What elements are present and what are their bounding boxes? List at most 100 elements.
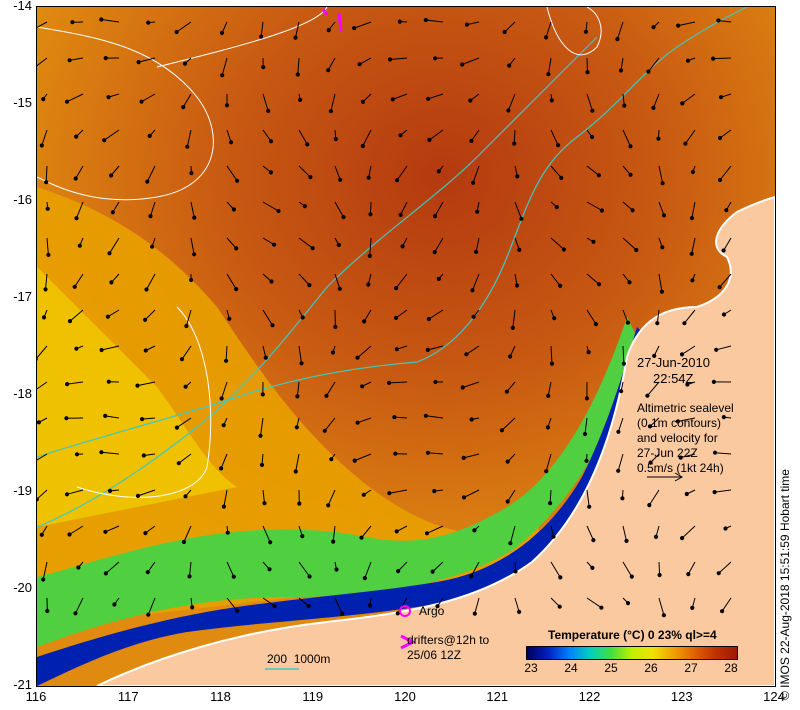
velocity-arrow xyxy=(389,381,408,384)
velocity-arrow xyxy=(425,415,444,419)
drifters-label-2: 25/06 12Z xyxy=(407,648,462,662)
velocity-arrow-head xyxy=(620,496,625,501)
velocity-arrow-head xyxy=(552,316,557,321)
velocity-arrow-head xyxy=(107,488,113,493)
velocity-arrow-head xyxy=(234,287,239,292)
velocity-arrow xyxy=(262,489,265,504)
velocity-arrow-head xyxy=(307,574,312,579)
velocity-arrow-head xyxy=(99,450,104,455)
lat-tick-label: -19 xyxy=(13,483,32,498)
velocity-arrow xyxy=(466,345,480,355)
velocity-arrow xyxy=(327,57,336,71)
velocity-arrow xyxy=(584,417,588,435)
velocity-arrow xyxy=(109,237,120,254)
velocity-arrow-head xyxy=(656,136,661,141)
velocity-arrow-head xyxy=(268,540,273,545)
velocity-arrow-head xyxy=(355,355,360,360)
velocity-arrow-head xyxy=(107,251,112,256)
velocity-arrow-head xyxy=(557,604,562,609)
lat-tick-label: -16 xyxy=(13,192,32,207)
velocity-arrow xyxy=(42,561,48,580)
velocity-arrow-head xyxy=(514,283,520,288)
velocity-arrow-head xyxy=(102,138,107,143)
velocity-arrow xyxy=(37,489,48,500)
velocity-arrow xyxy=(361,525,372,539)
velocity-arrow xyxy=(223,489,228,507)
velocity-arrow-head xyxy=(689,251,694,256)
altimetry-line-5: 0.5m/s (1kt 24h) xyxy=(637,461,724,475)
lon-tick-label: 121 xyxy=(486,689,509,704)
velocity-arrow xyxy=(550,345,553,364)
velocity-arrow xyxy=(101,19,120,23)
velocity-arrow-head xyxy=(393,451,398,456)
velocity-arrow-head xyxy=(135,493,141,498)
velocity-arrow xyxy=(37,345,48,359)
velocity-arrow xyxy=(426,525,444,534)
velocity-arrow-head xyxy=(367,253,372,258)
velocity-arrow-head xyxy=(625,601,631,606)
velocity-arrow-head xyxy=(106,95,111,100)
velocity-arrow-head xyxy=(395,611,400,616)
velocity-arrow-head xyxy=(468,98,473,103)
velocity-arrow-head xyxy=(545,425,550,430)
velocity-arrow xyxy=(332,525,336,542)
velocity-arrow xyxy=(37,453,48,461)
velocity-arrow xyxy=(586,165,600,176)
velocity-arrow-head xyxy=(64,492,70,497)
velocity-arrow-head xyxy=(306,604,311,609)
velocity-arrow-head xyxy=(387,380,392,385)
velocity-arrow xyxy=(182,93,192,108)
velocity-arrow xyxy=(620,57,624,71)
velocity-arrow-head xyxy=(471,314,476,319)
velocity-arrow-head xyxy=(295,394,300,399)
velocity-arrow-head xyxy=(423,413,428,418)
velocity-arrow-head xyxy=(400,244,405,249)
velocity-arrow-head xyxy=(647,424,653,429)
velocity-arrow xyxy=(397,561,408,572)
velocity-arrow xyxy=(226,597,238,612)
drifter-marker[interactable] xyxy=(400,634,417,650)
colorbar xyxy=(526,646,738,660)
velocity-arrow xyxy=(226,273,237,290)
lon-tick-label: 123 xyxy=(670,689,693,704)
argo-label: Argo xyxy=(419,604,445,618)
velocity-arrow-head xyxy=(426,316,431,322)
velocity-arrow-head xyxy=(721,312,727,317)
drifters-label-1: drifters@12h to xyxy=(407,633,490,647)
velocity-arrow-head xyxy=(628,144,633,149)
velocity-arrow-head xyxy=(272,242,277,247)
colorbar-title: Temperature (°C) 0 23% ql>=4 xyxy=(548,628,717,642)
velocity-arrow-head xyxy=(682,321,687,326)
velocity-arrow xyxy=(330,93,336,112)
argo-marker[interactable] xyxy=(399,605,411,617)
velocity-arrow-head xyxy=(394,529,399,534)
velocity-arrow-head xyxy=(362,576,367,581)
velocity-arrow-head xyxy=(106,379,111,384)
velocity-arrow xyxy=(138,57,156,63)
velocity-arrow xyxy=(298,129,308,145)
velocity-arrow-head xyxy=(235,178,240,183)
velocity-arrow xyxy=(298,237,313,249)
velocity-arrow xyxy=(178,453,192,464)
drifter-track[interactable] xyxy=(321,8,343,32)
velocity-arrow xyxy=(41,129,48,146)
lon-tick-label: 117 xyxy=(117,689,139,704)
bathymetry-label: 200 1000m xyxy=(267,652,331,666)
velocity-arrow xyxy=(616,21,624,40)
velocity-arrow-head xyxy=(43,287,48,292)
velocity-arrow xyxy=(260,417,264,436)
velocity-arrow-head xyxy=(675,419,681,424)
velocity-arrow xyxy=(226,165,238,182)
velocity-arrow-head xyxy=(615,36,620,42)
velocity-arrow-head xyxy=(686,572,691,577)
sea-mid-band xyxy=(37,187,557,627)
velocity-arrow xyxy=(67,381,84,385)
velocity-arrow xyxy=(432,561,444,572)
velocity-arrow-head xyxy=(326,503,331,508)
velocity-arrow-head xyxy=(397,19,402,24)
velocity-arrow-head xyxy=(723,526,728,531)
velocity-arrow-head xyxy=(472,528,477,533)
velocity-arrow xyxy=(501,417,516,431)
velocity-arrow xyxy=(334,273,341,289)
sst-map[interactable] xyxy=(37,7,775,686)
